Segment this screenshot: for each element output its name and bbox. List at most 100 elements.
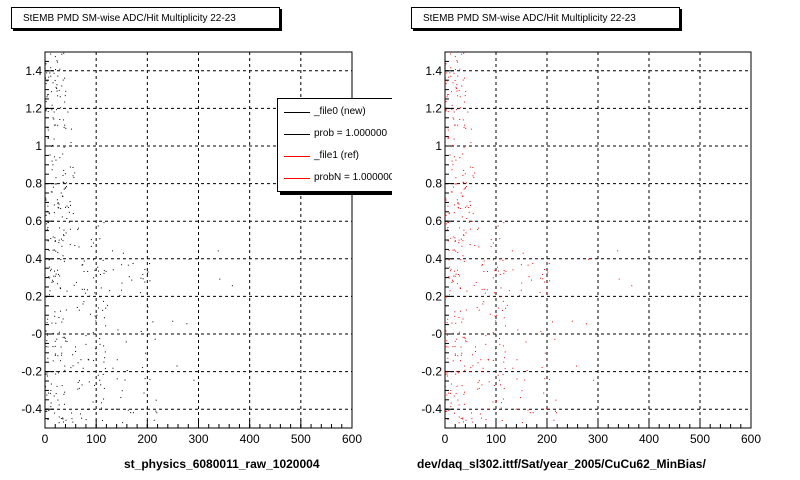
data-point bbox=[495, 320, 497, 322]
data-point bbox=[546, 359, 548, 361]
data-point bbox=[63, 260, 65, 262]
data-point bbox=[58, 203, 60, 205]
data-point bbox=[506, 304, 508, 306]
data-point bbox=[146, 292, 148, 294]
data-point bbox=[460, 259, 462, 261]
data-point bbox=[463, 52, 465, 54]
data-point bbox=[58, 404, 60, 406]
data-point bbox=[154, 338, 156, 340]
data-point bbox=[472, 213, 474, 215]
data-point bbox=[53, 186, 55, 188]
data-point bbox=[49, 154, 51, 156]
data-point bbox=[103, 387, 105, 389]
data-point bbox=[474, 172, 476, 174]
data-point bbox=[480, 417, 482, 419]
data-point bbox=[452, 249, 454, 251]
data-point bbox=[54, 340, 56, 342]
data-point bbox=[446, 334, 448, 336]
data-point bbox=[97, 374, 99, 376]
data-point bbox=[445, 330, 447, 332]
data-point bbox=[53, 138, 55, 140]
data-point bbox=[46, 410, 48, 412]
data-point bbox=[147, 271, 149, 273]
x-tick-label: 0 bbox=[42, 432, 49, 446]
data-point bbox=[460, 354, 462, 356]
data-point bbox=[57, 372, 59, 374]
data-point bbox=[618, 278, 620, 280]
data-point bbox=[58, 242, 60, 244]
data-point bbox=[46, 334, 48, 336]
data-point bbox=[555, 399, 557, 401]
data-point bbox=[501, 309, 503, 311]
legend-entry-prob: prob = 1.000000 bbox=[278, 124, 394, 144]
data-point bbox=[487, 358, 489, 360]
data-point bbox=[112, 250, 114, 252]
data-point bbox=[516, 378, 518, 380]
data-point bbox=[52, 249, 54, 251]
data-point bbox=[105, 270, 107, 272]
data-point bbox=[96, 314, 98, 316]
data-point bbox=[60, 354, 62, 356]
data-point bbox=[544, 378, 546, 380]
data-point bbox=[503, 317, 505, 319]
data-point bbox=[46, 340, 48, 342]
data-point bbox=[466, 290, 468, 292]
data-point bbox=[65, 127, 67, 129]
data-point bbox=[100, 384, 102, 386]
data-point bbox=[63, 146, 65, 148]
data-point bbox=[48, 76, 50, 78]
data-point bbox=[54, 412, 56, 414]
data-point bbox=[458, 331, 460, 333]
data-point bbox=[144, 269, 146, 271]
data-point bbox=[446, 210, 448, 212]
data-point bbox=[127, 409, 129, 411]
data-point bbox=[94, 269, 96, 271]
data-point bbox=[60, 360, 62, 362]
data-point bbox=[451, 91, 453, 93]
data-point bbox=[45, 63, 47, 65]
data-point bbox=[527, 264, 529, 266]
data-point bbox=[528, 276, 530, 278]
data-point bbox=[503, 270, 505, 272]
data-point bbox=[450, 67, 452, 69]
data-point bbox=[455, 373, 457, 375]
data-point bbox=[57, 95, 59, 97]
data-point bbox=[65, 340, 67, 342]
data-point bbox=[146, 272, 148, 274]
data-point bbox=[455, 371, 457, 373]
data-point bbox=[52, 279, 54, 281]
data-point bbox=[112, 269, 114, 271]
data-point bbox=[103, 361, 105, 363]
data-point bbox=[459, 96, 461, 98]
data-point bbox=[64, 95, 66, 97]
data-point bbox=[447, 346, 449, 348]
data-point bbox=[453, 156, 455, 158]
data-point bbox=[87, 408, 89, 410]
data-point bbox=[451, 144, 453, 146]
data-point bbox=[57, 75, 59, 77]
data-point bbox=[63, 393, 65, 395]
data-point bbox=[81, 288, 83, 290]
data-point bbox=[45, 330, 47, 332]
data-point bbox=[61, 352, 63, 354]
data-point bbox=[82, 303, 84, 305]
data-point bbox=[499, 238, 501, 240]
data-point bbox=[72, 167, 74, 169]
data-point bbox=[49, 72, 51, 74]
data-point bbox=[445, 63, 447, 65]
data-point bbox=[73, 284, 75, 286]
data-point bbox=[492, 401, 494, 403]
data-point bbox=[520, 264, 522, 266]
data-point bbox=[464, 391, 466, 393]
y-tick-label: 0.8 bbox=[425, 177, 442, 191]
data-point bbox=[463, 235, 465, 237]
data-point bbox=[51, 169, 53, 171]
data-point bbox=[77, 388, 79, 390]
data-point bbox=[81, 417, 83, 419]
data-point bbox=[88, 408, 90, 410]
data-point bbox=[77, 362, 79, 364]
data-point bbox=[49, 277, 51, 279]
data-point bbox=[103, 345, 105, 347]
data-point bbox=[47, 205, 49, 207]
data-point bbox=[546, 408, 548, 410]
